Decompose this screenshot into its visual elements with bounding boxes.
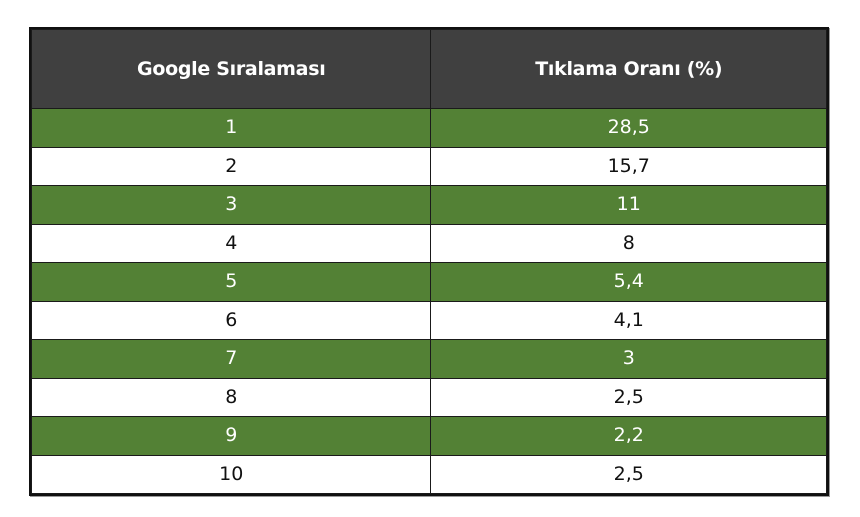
ctr-cell: 2,5: [430, 377, 827, 417]
table-row: 8 2,5: [30, 377, 827, 417]
header-click-rate: Tıklama Oranı (%): [430, 29, 827, 109]
rank-cell: 5: [30, 262, 432, 302]
rank-cell: 9: [30, 416, 432, 456]
ctr-cell: 15,7: [430, 146, 827, 186]
table-row: 9 2,2: [30, 416, 827, 456]
table-row: 1 28,5: [30, 108, 827, 148]
rank-cell: 4: [30, 223, 432, 263]
ctr-cell: 11: [430, 185, 827, 225]
ctr-cell: 8: [430, 223, 827, 263]
table-row: 10 2,5: [30, 454, 827, 494]
table-row: 3 11: [30, 185, 827, 225]
ctr-table-container: Google Sıralaması Tıklama Oranı (%) 1 28…: [29, 27, 829, 496]
table-row: 4 8: [30, 223, 827, 263]
ctr-cell: 2,5: [430, 454, 827, 494]
table-header-row: Google Sıralaması Tıklama Oranı (%): [30, 29, 827, 109]
rank-cell: 1: [30, 108, 432, 148]
ctr-cell: 5,4: [430, 262, 827, 302]
table-row: 5 5,4: [30, 262, 827, 302]
rank-cell: 2: [30, 146, 432, 186]
table-row: 6 4,1: [30, 300, 827, 340]
rank-cell: 8: [30, 377, 432, 417]
rank-cell: 3: [30, 185, 432, 225]
table-row: 2 15,7: [30, 146, 827, 186]
header-google-ranking: Google Sıralaması: [30, 29, 432, 109]
table-row: 7 3: [30, 339, 827, 379]
ctr-cell: 28,5: [430, 108, 827, 148]
ctr-table: Google Sıralaması Tıklama Oranı (%) 1 28…: [30, 29, 827, 494]
ctr-cell: 4,1: [430, 300, 827, 340]
rank-cell: 10: [30, 454, 432, 494]
rank-cell: 6: [30, 300, 432, 340]
ctr-cell: 3: [430, 339, 827, 379]
ctr-cell: 2,2: [430, 416, 827, 456]
rank-cell: 7: [30, 339, 432, 379]
